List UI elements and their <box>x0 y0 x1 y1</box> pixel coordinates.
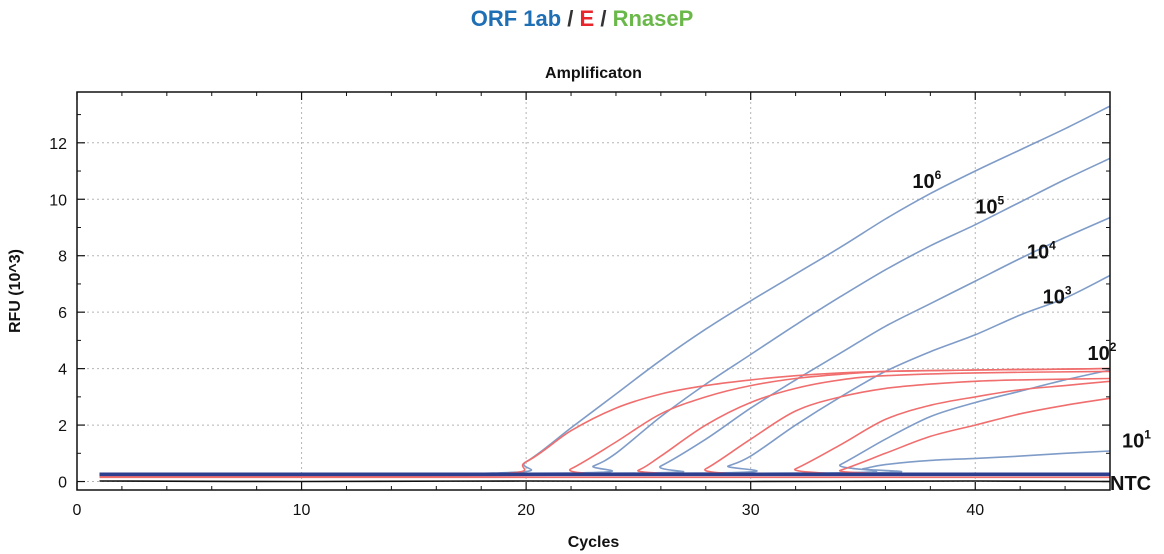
y-tick-label: 10 <box>49 192 67 209</box>
headline-rnasep: RnaseP <box>612 6 694 31</box>
dilution-label: 102 <box>1088 340 1117 365</box>
headline-orf1ab: ORF 1ab <box>470 6 562 31</box>
dilution-label: 105 <box>975 193 1004 218</box>
series-line-e <box>99 397 1111 477</box>
x-tick-label: 20 <box>517 502 535 519</box>
series-line-orf-1ab <box>99 274 1111 476</box>
y-tick-label: 2 <box>58 418 67 435</box>
axis-ticks: 0 10 20 30 40 0 2 4 6 8 10 12 <box>49 92 1111 519</box>
y-tick-label: 6 <box>58 305 67 322</box>
series-labels: 106 105 104 103 102 101 NTC <box>912 168 1151 495</box>
dilution-label: 104 <box>1027 239 1056 264</box>
x-tick-label: 10 <box>293 502 311 519</box>
series-line-orf-1ab <box>99 157 1111 476</box>
x-axis-title: Cycles <box>568 534 620 551</box>
dilution-label: 103 <box>1043 284 1072 309</box>
series-line-orf-1ab <box>99 105 1111 476</box>
dilution-label: 101 <box>1122 428 1151 453</box>
headline-e: E <box>579 6 595 31</box>
series-lines <box>99 105 1111 483</box>
y-tick-label: 12 <box>49 136 67 153</box>
chart-title: Amplificaton <box>545 65 642 82</box>
y-axis-title: RFU (10^3) <box>7 249 24 333</box>
headline-separator: / <box>561 6 580 31</box>
series-line-orf-1ab <box>99 450 1111 476</box>
plot-frame <box>76 91 1111 491</box>
y-tick-label: 0 <box>58 475 67 492</box>
y-tick-label: 8 <box>58 249 67 266</box>
y-tick-label: 4 <box>58 362 67 379</box>
x-tick-label: 0 <box>73 502 82 519</box>
x-tick-label: 40 <box>966 502 984 519</box>
headline-separator: / <box>594 6 613 31</box>
series-line-ntc <box>99 480 1111 483</box>
x-tick-label: 30 <box>742 502 760 519</box>
dilution-label: 106 <box>912 168 941 193</box>
chart-headline: ORF 1ab / E / RnaseP <box>0 6 1164 32</box>
dilution-label: NTC <box>1110 473 1151 495</box>
